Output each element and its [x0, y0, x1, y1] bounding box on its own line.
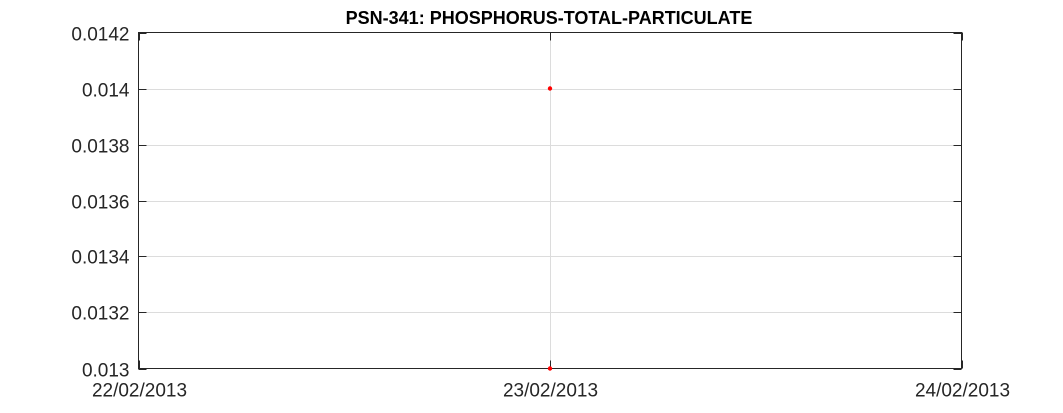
y-tick-label: 0.0136 [71, 193, 129, 214]
y-tick-labels: 0.013 0.0132 0.0134 0.0136 0.0138 0.014 0.0142 [71, 25, 130, 382]
x-tick-label: 22/02/2013 [92, 381, 187, 402]
x-tick-label: 24/02/2013 [915, 381, 1010, 402]
data-point [547, 366, 553, 371]
y-tick-label: 0.0138 [71, 137, 129, 158]
grid-layer [138, 32, 962, 369]
data-point [547, 86, 553, 91]
chart-title: PSN-341: PHOSPHORUS-TOTAL-PARTICULATE [346, 8, 753, 28]
y-tick-label: 0.013 [82, 361, 130, 382]
y-tick-label: 0.014 [82, 81, 130, 102]
y-tick-label: 0.0142 [71, 25, 129, 46]
y-tick-label: 0.0132 [71, 304, 129, 325]
x-tick-labels: 22/02/2013 23/02/2013 24/02/2013 [92, 381, 1010, 402]
x-tick-label: 23/02/2013 [503, 381, 598, 402]
y-tick-label: 0.0134 [71, 248, 130, 269]
data-points [547, 86, 553, 371]
